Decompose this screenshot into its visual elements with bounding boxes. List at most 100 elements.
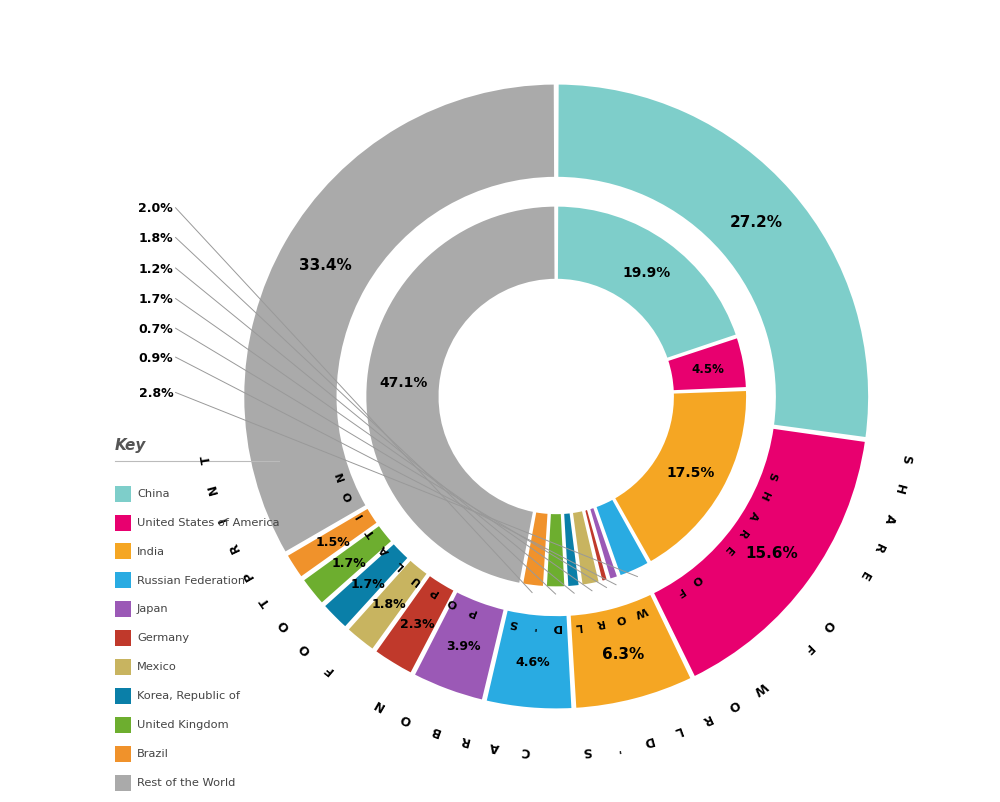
Text: O: O xyxy=(614,611,626,623)
Wedge shape xyxy=(302,525,393,605)
Text: F: F xyxy=(800,640,815,655)
Bar xyxy=(115,688,131,704)
Text: 47.1%: 47.1% xyxy=(379,376,427,390)
Text: R: R xyxy=(227,540,242,554)
Text: O: O xyxy=(690,572,704,585)
Text: N: N xyxy=(371,696,386,712)
Wedge shape xyxy=(595,499,649,577)
Text: D: D xyxy=(641,731,655,747)
Text: T: T xyxy=(200,453,214,464)
Text: O: O xyxy=(399,710,414,727)
Text: S: S xyxy=(508,617,518,628)
Text: O: O xyxy=(297,639,314,656)
Text: E: E xyxy=(722,543,734,555)
Text: 2.3%: 2.3% xyxy=(400,617,435,630)
Text: I: I xyxy=(354,510,364,519)
Text: S: S xyxy=(582,743,592,757)
Text: R: R xyxy=(594,617,604,628)
Text: L: L xyxy=(393,558,405,570)
Bar xyxy=(115,746,131,762)
Text: 2.8%: 2.8% xyxy=(139,387,173,399)
Wedge shape xyxy=(652,428,866,678)
Wedge shape xyxy=(667,338,747,392)
Wedge shape xyxy=(243,84,555,553)
Text: O: O xyxy=(446,595,459,608)
Text: China: China xyxy=(137,488,170,498)
Text: 1.2%: 1.2% xyxy=(138,262,173,275)
Text: H: H xyxy=(891,482,907,496)
Text: O: O xyxy=(726,696,741,712)
Bar xyxy=(115,659,131,675)
Wedge shape xyxy=(572,510,600,586)
Text: S: S xyxy=(766,470,778,481)
Text: F: F xyxy=(321,661,335,676)
Text: 1.7%: 1.7% xyxy=(350,577,385,590)
Bar xyxy=(115,515,131,531)
Text: Rest of the World: Rest of the World xyxy=(137,777,235,787)
Wedge shape xyxy=(557,206,737,360)
Text: 19.9%: 19.9% xyxy=(622,265,670,279)
Bar xyxy=(115,573,131,589)
Wedge shape xyxy=(569,593,692,709)
Wedge shape xyxy=(584,509,608,582)
Wedge shape xyxy=(413,591,505,701)
Text: E: E xyxy=(856,567,871,581)
Text: H: H xyxy=(757,489,770,502)
Text: T: T xyxy=(258,593,273,607)
Text: 1.7%: 1.7% xyxy=(331,557,366,569)
Wedge shape xyxy=(365,206,556,585)
Text: R: R xyxy=(458,732,471,747)
Text: 3.9%: 3.9% xyxy=(447,639,481,652)
Wedge shape xyxy=(375,575,455,674)
Text: 0.7%: 0.7% xyxy=(138,322,173,335)
Text: A: A xyxy=(747,508,760,520)
Wedge shape xyxy=(563,512,580,588)
Text: 4.5%: 4.5% xyxy=(691,363,724,376)
Text: United States of America: United States of America xyxy=(137,517,280,527)
Text: C: C xyxy=(520,743,530,757)
Text: 17.5%: 17.5% xyxy=(666,465,715,479)
Text: Brazil: Brazil xyxy=(137,748,169,758)
Text: 27.2%: 27.2% xyxy=(730,215,783,230)
Text: A: A xyxy=(489,739,500,753)
Text: Mexico: Mexico xyxy=(137,662,177,671)
Text: P: P xyxy=(427,585,440,597)
Text: A: A xyxy=(378,542,391,556)
Text: 1.5%: 1.5% xyxy=(316,535,351,548)
Wedge shape xyxy=(546,513,566,588)
Wedge shape xyxy=(557,84,869,439)
Text: S: S xyxy=(899,453,913,464)
Text: India: India xyxy=(137,546,165,556)
Text: ': ' xyxy=(532,620,537,630)
Bar xyxy=(115,602,131,618)
Text: 1.8%: 1.8% xyxy=(372,597,407,610)
Bar xyxy=(115,486,131,502)
Text: L: L xyxy=(672,723,684,738)
Text: D: D xyxy=(551,622,561,631)
Text: W: W xyxy=(751,678,769,697)
Bar xyxy=(115,775,131,791)
Text: T: T xyxy=(364,526,377,538)
Text: N: N xyxy=(334,469,347,482)
Bar xyxy=(115,630,131,646)
Text: O: O xyxy=(276,617,293,633)
Text: 0.9%: 0.9% xyxy=(139,351,173,364)
Bar xyxy=(115,717,131,733)
Text: P: P xyxy=(241,567,257,581)
Text: R: R xyxy=(870,540,886,554)
Text: R: R xyxy=(699,711,713,726)
Wedge shape xyxy=(485,610,573,710)
Text: 15.6%: 15.6% xyxy=(745,545,798,561)
Text: 1.7%: 1.7% xyxy=(138,293,173,306)
Wedge shape xyxy=(286,508,378,578)
Wedge shape xyxy=(614,391,747,563)
Text: Russian Federation: Russian Federation xyxy=(137,575,245,585)
Wedge shape xyxy=(589,507,618,581)
Text: A: A xyxy=(882,512,897,525)
Text: O: O xyxy=(820,617,836,633)
Text: N: N xyxy=(206,482,221,496)
Text: R: R xyxy=(735,526,748,539)
Wedge shape xyxy=(323,543,409,628)
Text: 33.4%: 33.4% xyxy=(299,257,352,272)
Text: United Kingdom: United Kingdom xyxy=(137,719,229,729)
